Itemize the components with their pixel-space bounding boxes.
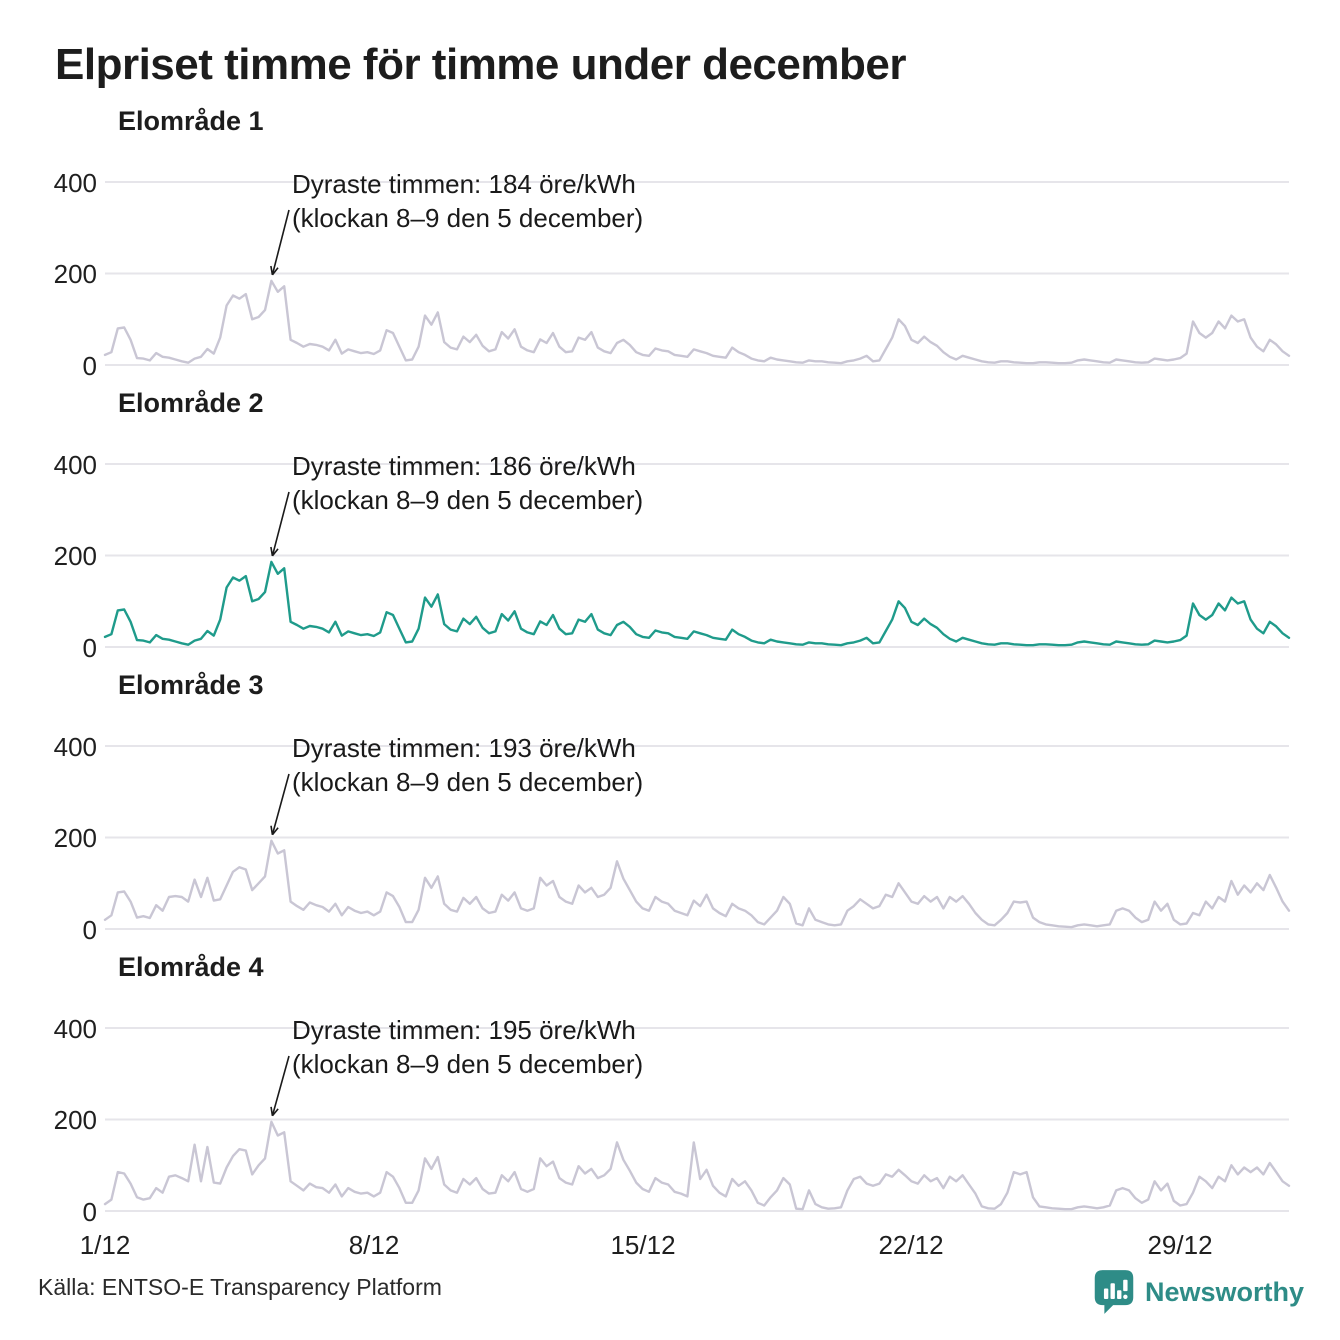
chart-subtitle-elomrade-4: Elområde 4 xyxy=(118,952,264,982)
y-axis-tick-0: 0 xyxy=(82,915,97,945)
newsworthy-brand-name: Newsworthy xyxy=(1144,1276,1304,1307)
y-axis-tick-400: 400 xyxy=(53,168,97,198)
source-note: Källa: ENTSO-E Transparency Platform xyxy=(38,1274,442,1300)
annotation-max-price: Dyraste timmen: 186 öre/kWh (klockan 8–9… xyxy=(292,449,643,517)
y-axis-tick-400: 400 xyxy=(53,450,97,480)
annotation-line2: (klockan 8–9 den 5 december) xyxy=(292,203,644,233)
y-axis-tick-200: 200 xyxy=(53,1105,97,1135)
page-title: Elpriset timme för timme under december xyxy=(55,40,906,89)
y-axis-tick-0: 0 xyxy=(82,633,97,663)
annotation-arrow xyxy=(270,491,290,557)
line-plot-elomrade-3 xyxy=(103,745,1291,930)
newsworthy-logo-icon xyxy=(1094,1270,1134,1314)
annotation-line2: (klockan 8–9 den 5 december) xyxy=(292,485,644,515)
annotation-line1: Dyraste timmen: 195 öre/kWh xyxy=(292,1015,636,1045)
annotation-max-price: Dyraste timmen: 195 öre/kWh (klockan 8–9… xyxy=(292,1013,643,1081)
y-axis-tick-400: 400 xyxy=(53,1014,97,1044)
annotation-arrow xyxy=(270,1055,290,1117)
annotation-line1: Dyraste timmen: 193 öre/kWh xyxy=(292,733,636,763)
annotation-max-price: Dyraste timmen: 193 öre/kWh (klockan 8–9… xyxy=(292,731,643,799)
x-axis-tick-29-12: 29/12 xyxy=(1147,1230,1213,1260)
price-line xyxy=(103,279,1291,365)
annotation-line1: Dyraste timmen: 184 öre/kWh xyxy=(292,169,636,199)
y-axis-tick-200: 200 xyxy=(53,259,97,289)
chart-subtitle-elomrade-2: Elområde 2 xyxy=(118,388,264,418)
y-axis-tick-200: 200 xyxy=(53,823,97,853)
price-line xyxy=(103,839,1291,929)
chart-subtitle-elomrade-1: Elområde 1 xyxy=(118,106,264,136)
y-axis-tick-0: 0 xyxy=(82,351,97,381)
x-axis-tick-1-12: 1/12 xyxy=(79,1230,131,1260)
chart-subtitle-elomrade-3: Elområde 3 xyxy=(118,670,264,700)
line-plot-elomrade-1 xyxy=(103,181,1291,366)
annotation-line2: (klockan 8–9 den 5 december) xyxy=(292,767,644,797)
x-axis-tick-8-12: 8/12 xyxy=(348,1230,400,1260)
price-line xyxy=(103,560,1291,647)
price-line xyxy=(103,1120,1291,1211)
x-axis-tick-15-12: 15/12 xyxy=(610,1230,676,1260)
annotation-line2: (klockan 8–9 den 5 december) xyxy=(292,1049,644,1079)
line-plot-elomrade-4 xyxy=(103,1027,1291,1212)
annotation-arrow xyxy=(270,773,290,836)
newsworthy-brand: Newsworthy xyxy=(1093,1268,1304,1316)
x-axis-tick-22-12: 22/12 xyxy=(878,1230,944,1260)
line-plot-elomrade-2 xyxy=(103,463,1291,648)
annotation-line1: Dyraste timmen: 186 öre/kWh xyxy=(292,451,636,481)
annotation-arrow xyxy=(270,209,290,276)
y-axis-tick-0: 0 xyxy=(82,1197,97,1227)
annotation-max-price: Dyraste timmen: 184 öre/kWh (klockan 8–9… xyxy=(292,167,643,235)
y-axis-tick-400: 400 xyxy=(53,732,97,762)
y-axis-tick-200: 200 xyxy=(53,541,97,571)
